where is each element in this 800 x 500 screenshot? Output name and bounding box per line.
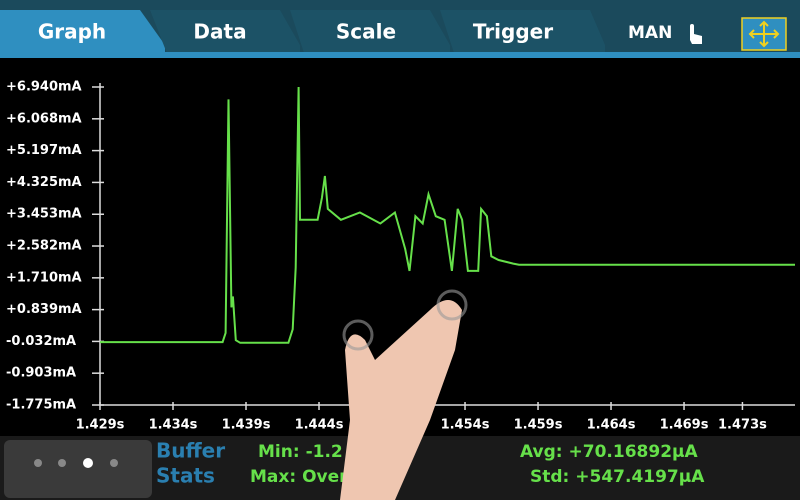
stat-avg: Avg: +70.16892µA [520, 442, 699, 462]
y-tick-label: -1.775mA [6, 398, 76, 413]
x-tick-label: 1.459s [514, 418, 563, 433]
page-dot [58, 459, 66, 467]
x-tick-label: 1.473s [718, 418, 767, 433]
y-tick-label: +6.940mA [6, 80, 82, 95]
x-tick-label: 1.439s [222, 418, 271, 433]
tab-scale[interactable] [290, 10, 450, 56]
y-tick-label: +2.582mA [6, 239, 82, 254]
tab-label[interactable]: Scale [336, 20, 396, 44]
page-dot [83, 458, 93, 468]
tab-underline [0, 52, 800, 58]
stat-max: Max: Over [250, 467, 348, 487]
stat-std: Std: +547.4197µA [530, 467, 705, 487]
tab-label[interactable]: Trigger [473, 20, 553, 44]
tab-data[interactable] [150, 10, 300, 56]
tab-graph[interactable] [0, 10, 165, 56]
page-dot [34, 459, 42, 467]
y-tick-label: +6.068mA [6, 111, 82, 126]
y-tick-label: +3.453mA [6, 207, 82, 222]
x-tick-label: 1.429s [76, 418, 125, 433]
x-tick-label: 1.434s [149, 418, 198, 433]
y-tick-label: +5.197mA [6, 143, 82, 158]
hand-overlay [340, 300, 462, 500]
y-tick-label: +4.325mA [6, 175, 82, 190]
plot: +6.940mA +6.068mA +5.197mA +4.325mA +3.453mA… [6, 80, 795, 433]
zoom-icon [748, 20, 780, 48]
x-tick-label: 1.454s [441, 418, 490, 433]
tab-label[interactable]: Data [193, 20, 246, 44]
y-tick-label: +0.839mA [6, 302, 82, 317]
x-tick-label: 1.469s [660, 418, 709, 433]
touch-ring [436, 289, 468, 321]
page-dot [110, 459, 118, 467]
touch-icon [690, 24, 702, 44]
tab-label[interactable]: Graph [38, 20, 106, 44]
mode-label[interactable]: MAN [628, 23, 672, 43]
x-tick-label: 1.464s [587, 418, 636, 433]
swipe-area[interactable] [4, 440, 152, 498]
x-tick-label: 1.444s [295, 418, 344, 433]
stat-min: Min: -1.2 [258, 442, 343, 462]
y-tick-label: +1.710mA [6, 270, 82, 285]
y-tick-label: -0.032mA [6, 334, 76, 349]
trace-line [100, 86, 795, 344]
stats-title: Stats [156, 464, 215, 488]
touch-ring [342, 319, 374, 351]
y-tick-label: -0.903mA [6, 366, 76, 381]
tab-trigger[interactable] [440, 10, 605, 56]
stats-title: Buffer [156, 439, 225, 463]
